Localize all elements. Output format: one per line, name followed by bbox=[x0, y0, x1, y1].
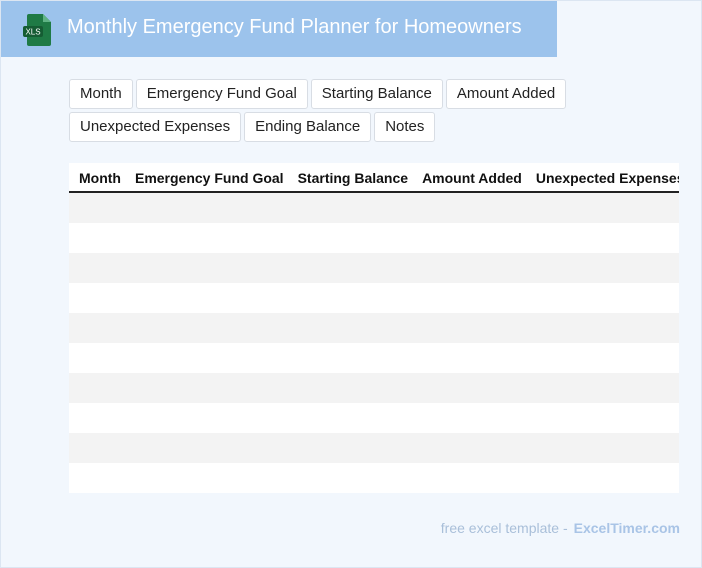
tag[interactable]: Unexpected Expenses bbox=[69, 112, 242, 142]
table-row bbox=[69, 463, 679, 493]
table: Month Emergency Fund Goal Starting Balance… bbox=[69, 163, 679, 493]
table-row bbox=[69, 343, 679, 373]
table-row bbox=[69, 283, 679, 313]
footer: free excel template - ExcelTimer.com bbox=[441, 520, 680, 536]
icon-label: XLS bbox=[25, 28, 40, 37]
table-header: Month Emergency Fund Goal Starting Balance… bbox=[69, 163, 679, 193]
table-row bbox=[69, 223, 679, 253]
title: Monthly Emergency Fund Planner for Homeo… bbox=[67, 16, 522, 38]
footer-text: free excel template - bbox=[440, 520, 568, 536]
table-row bbox=[69, 403, 679, 433]
xls-icon: XLS bbox=[23, 14, 51, 46]
table-row bbox=[69, 253, 679, 283]
tag[interactable]: Notes bbox=[374, 112, 436, 142]
table-row bbox=[69, 433, 679, 463]
footer-link[interactable]: ExcelTimer.com bbox=[573, 520, 680, 536]
tag[interactable]: Starting Balance bbox=[310, 79, 443, 109]
header: XLS Monthly Emergency Fund Planner for H… bbox=[1, 1, 557, 57]
table-row bbox=[69, 373, 679, 403]
column-header: Starting Balance bbox=[297, 170, 409, 186]
table-row bbox=[69, 313, 679, 343]
column-header: Unexpected Expenses bbox=[535, 170, 679, 186]
tag[interactable]: Amount Added bbox=[445, 79, 567, 109]
column-header: Amount Added bbox=[422, 170, 522, 186]
column-header: Month bbox=[79, 170, 121, 186]
table-row bbox=[69, 193, 679, 223]
tag[interactable]: Emergency Fund Goal bbox=[135, 79, 308, 109]
tag-list: Month Emergency Fund Goal Starting Balance… bbox=[69, 79, 569, 142]
tag[interactable]: Ending Balance bbox=[244, 112, 372, 142]
column-header: Emergency Fund Goal bbox=[134, 170, 284, 186]
table-body bbox=[69, 193, 679, 493]
tag[interactable]: Month bbox=[69, 79, 133, 109]
